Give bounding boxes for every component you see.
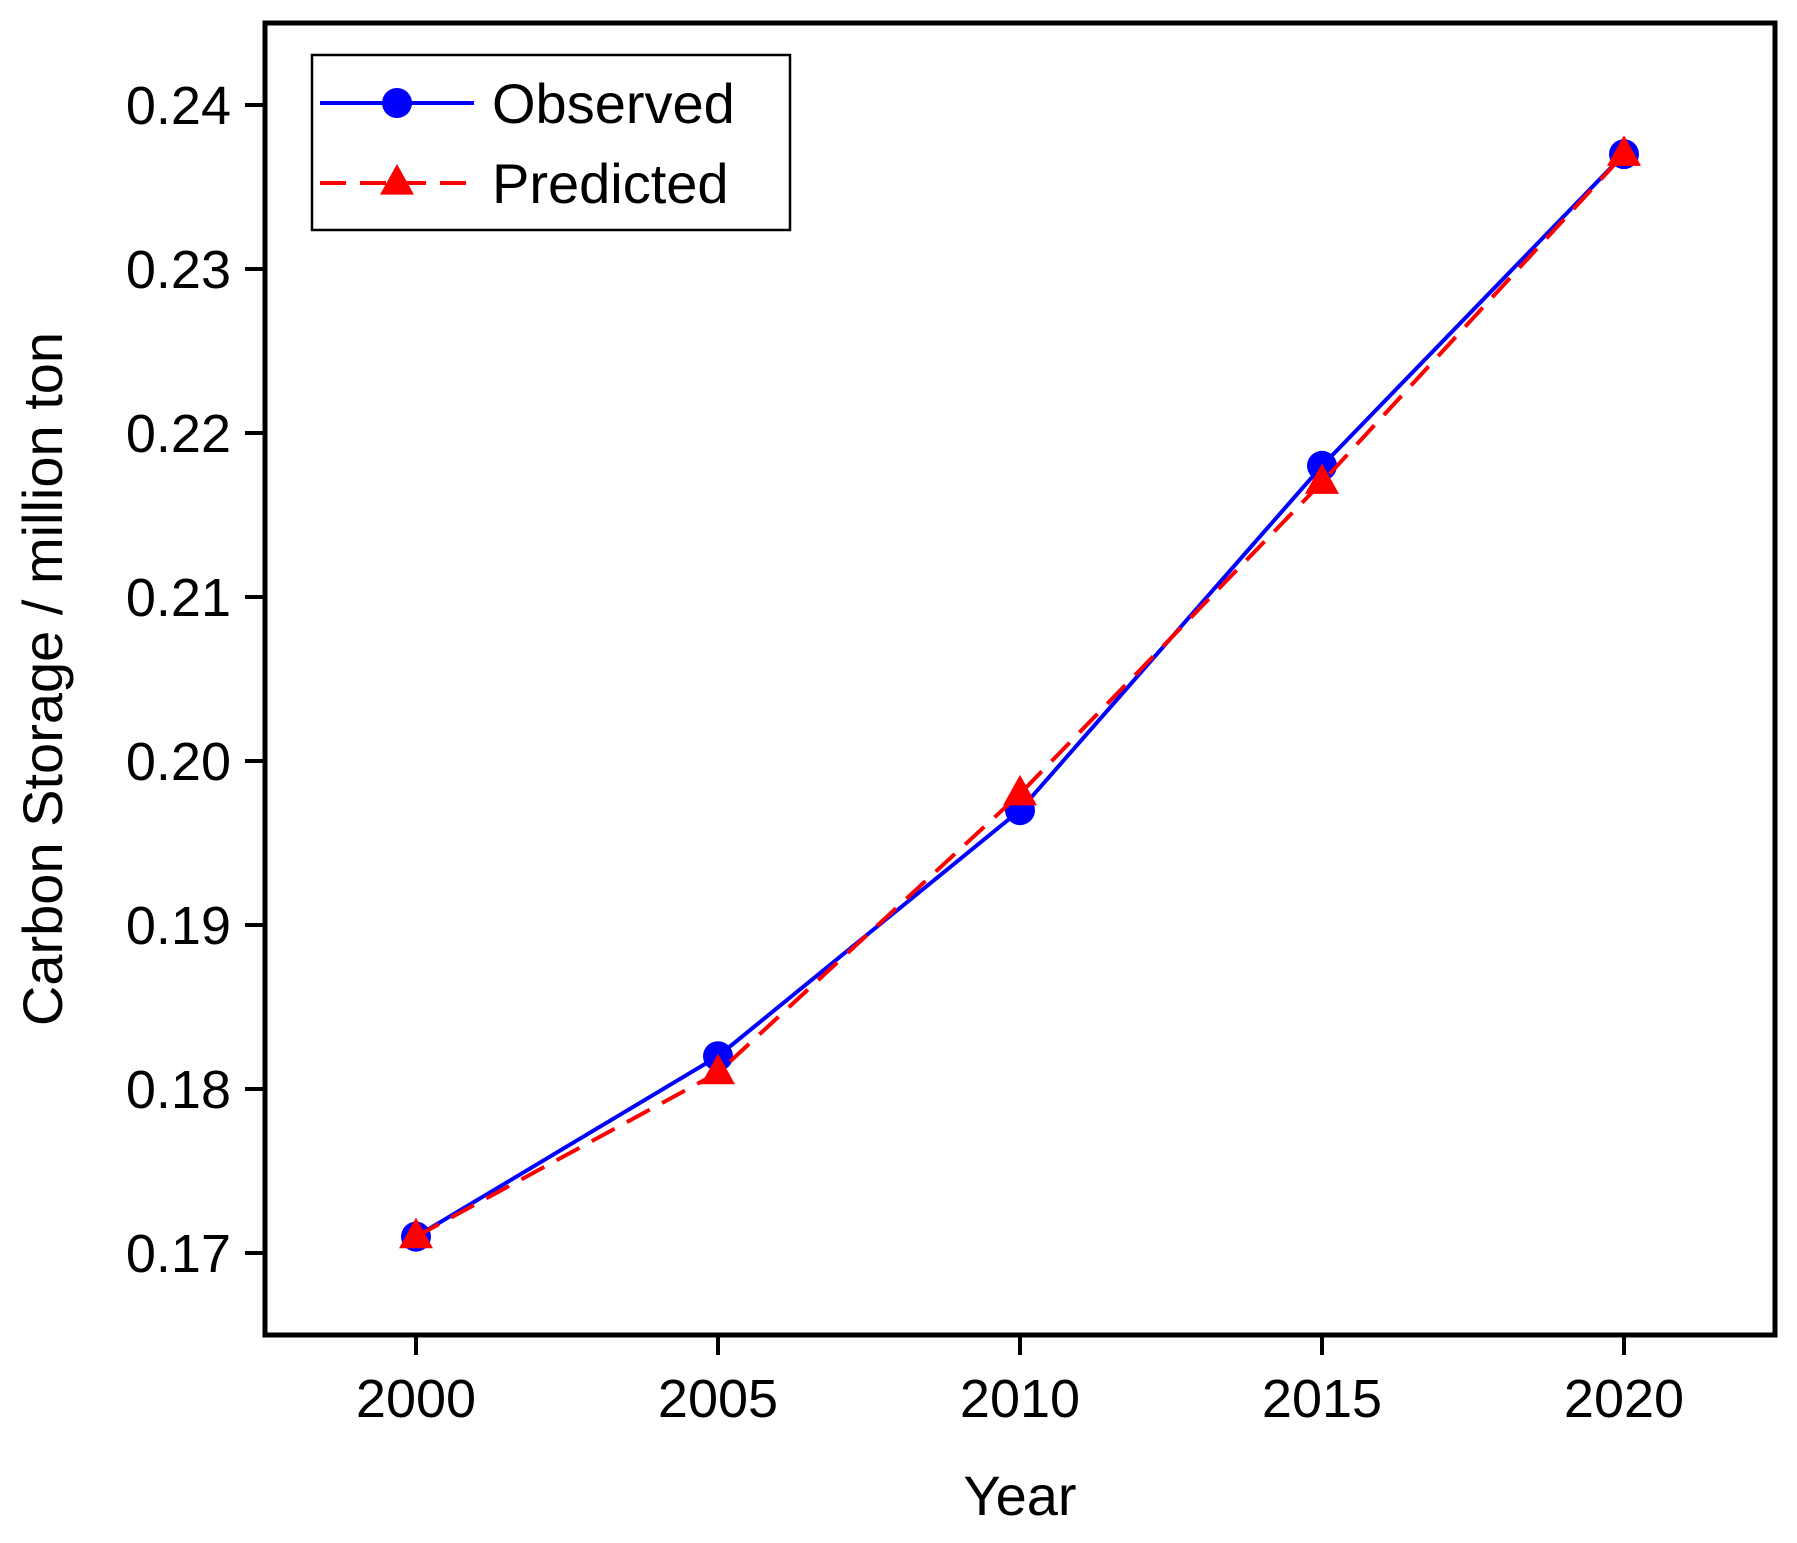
y-tick-label: 0.22	[126, 404, 231, 464]
y-tick-label: 0.21	[126, 568, 231, 628]
x-axis-title: Year	[963, 1464, 1076, 1527]
legend-label: Predicted	[492, 152, 729, 215]
y-tick-label: 0.24	[126, 76, 231, 136]
legend-marker	[380, 164, 414, 195]
y-axis-title: Carbon Storage / million ton	[11, 332, 74, 1026]
x-tick-label: 2005	[658, 1369, 778, 1429]
data-point	[1003, 774, 1037, 806]
y-tick-label: 0.17	[126, 1224, 231, 1284]
legend-item-predicted: Predicted	[320, 152, 729, 215]
data-point	[1607, 135, 1641, 166]
series-line	[415, 152, 1626, 1239]
y-tick-label: 0.20	[126, 732, 231, 792]
legend-marker	[382, 88, 412, 118]
data-point	[399, 1217, 433, 1249]
y-tick-label: 0.18	[126, 1060, 231, 1120]
y-tick-label: 0.19	[126, 896, 231, 956]
x-axis-ticks: 2000 2005 2010 2015 2020	[356, 1335, 1684, 1429]
legend: Observed Predicted	[310, 53, 792, 232]
legend-box	[310, 53, 792, 232]
y-axis-ticks: 0.17 0.18 0.19 0.20 0.21 0.22 0.23 0.24	[126, 76, 265, 1284]
x-tick-label: 2015	[1262, 1369, 1382, 1429]
legend-label: Observed	[492, 72, 735, 135]
data-point	[701, 1053, 735, 1085]
x-tick-label: 2010	[960, 1369, 1080, 1429]
data-point	[1305, 463, 1339, 494]
y-tick-label: 0.23	[126, 240, 231, 300]
series-layer	[399, 135, 1641, 1252]
x-tick-label: 2020	[1564, 1369, 1684, 1429]
series-predicted	[399, 135, 1641, 1249]
x-tick-label: 2000	[356, 1369, 476, 1429]
legend-item-observed: Observed	[320, 72, 735, 135]
